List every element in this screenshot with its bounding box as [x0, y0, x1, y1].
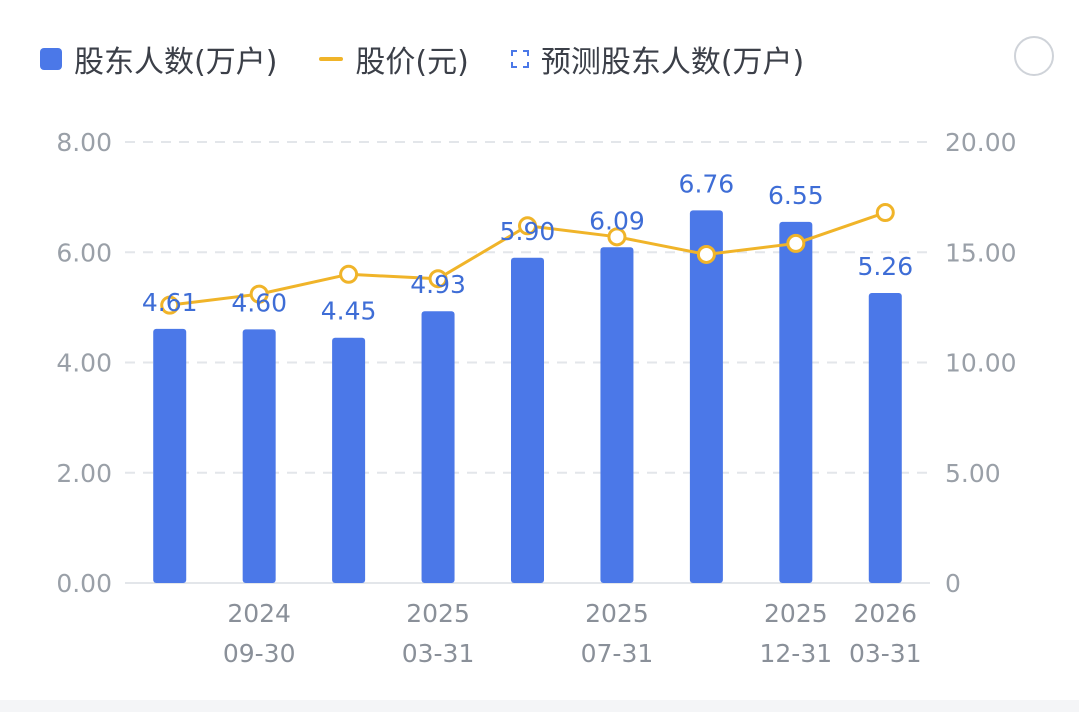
axes: 0.00 2.00 4.00 6.00 8.00 0 5.00 10.00 15.00 20.00… — [56, 128, 1016, 668]
bar — [332, 337, 366, 583]
price-point — [696, 244, 716, 264]
y-right-tick-label: 0 — [945, 569, 961, 598]
legend-swatch-dashed — [510, 50, 529, 68]
y-left-tick-label: 4.00 — [56, 349, 112, 378]
legend-item-price[interactable]: 股价(元) — [319, 37, 469, 81]
bar — [242, 329, 276, 583]
price-point — [518, 216, 537, 236]
bar-series — [153, 210, 902, 584]
legend-toggle-circle[interactable] — [1014, 36, 1054, 76]
x-tick-label: 2025 07-31 — [581, 599, 654, 668]
bar-data-label: 4.60 — [231, 288, 287, 317]
price-point — [786, 233, 806, 253]
bar-data-label: 5.90 — [500, 217, 556, 246]
legend-swatch-bar — [40, 48, 62, 70]
y-right-tick-label: 20.00 — [945, 128, 1017, 157]
price-point — [249, 284, 269, 304]
bar — [421, 311, 455, 583]
legend-item-forecast[interactable]: 预测股东人数(万户) — [510, 37, 805, 81]
legend-swatch-line — [319, 57, 344, 61]
x-tick-label: 2024 09-30 — [223, 599, 296, 668]
bar-data-label: 6.55 — [768, 181, 824, 210]
price-point — [875, 203, 895, 223]
y-left-tick-label: 0.00 — [56, 569, 112, 598]
y-right-tick-label: 10.00 — [945, 349, 1017, 378]
bar — [689, 210, 723, 584]
x-tick-label: 2026 03-31 — [849, 599, 922, 668]
footer-strip — [0, 700, 1079, 712]
bar-data-label: 4.45 — [321, 297, 377, 326]
x-tick-label: 2025 03-31 — [402, 599, 475, 668]
y-right-tick-label: 5.00 — [945, 459, 1001, 488]
price-point — [339, 264, 359, 284]
legend-label-price: 股价(元) — [355, 45, 469, 80]
bar-data-label: 4.61 — [142, 288, 198, 317]
y-left-tick-label: 6.00 — [56, 238, 112, 267]
data-labels: 4.61 4.60 4.45 4.93 5.90 6.09 6.76 6.55 5.26 — [142, 169, 913, 325]
bar — [153, 328, 187, 583]
legend-item-shareholders[interactable]: 股东人数(万户) — [40, 37, 277, 81]
y-left-tick-label: 2.00 — [56, 459, 112, 488]
bar-data-label: 6.76 — [679, 169, 735, 198]
y-right-tick-label: 15.00 — [945, 238, 1017, 267]
legend-label-shareholders: 股东人数(万户) — [74, 45, 278, 80]
legend-label-forecast: 预测股东人数(万户) — [540, 45, 805, 80]
x-tick-label: 2025 12-31 — [760, 599, 833, 668]
bar — [868, 293, 902, 583]
bar — [779, 221, 813, 583]
line-series — [160, 203, 895, 315]
chart-legend: 股东人数(万户) 股价(元) 预测股东人数(万户) — [40, 34, 846, 84]
bar — [600, 247, 634, 583]
bar-data-label: 5.26 — [857, 252, 913, 281]
bar-data-label: 4.93 — [410, 270, 466, 299]
price-point — [428, 269, 448, 289]
y-left-tick-label: 8.00 — [56, 128, 112, 157]
price-point — [607, 227, 627, 247]
bar-data-label: 6.09 — [589, 206, 645, 235]
price-point — [160, 295, 180, 315]
bar — [511, 257, 544, 583]
